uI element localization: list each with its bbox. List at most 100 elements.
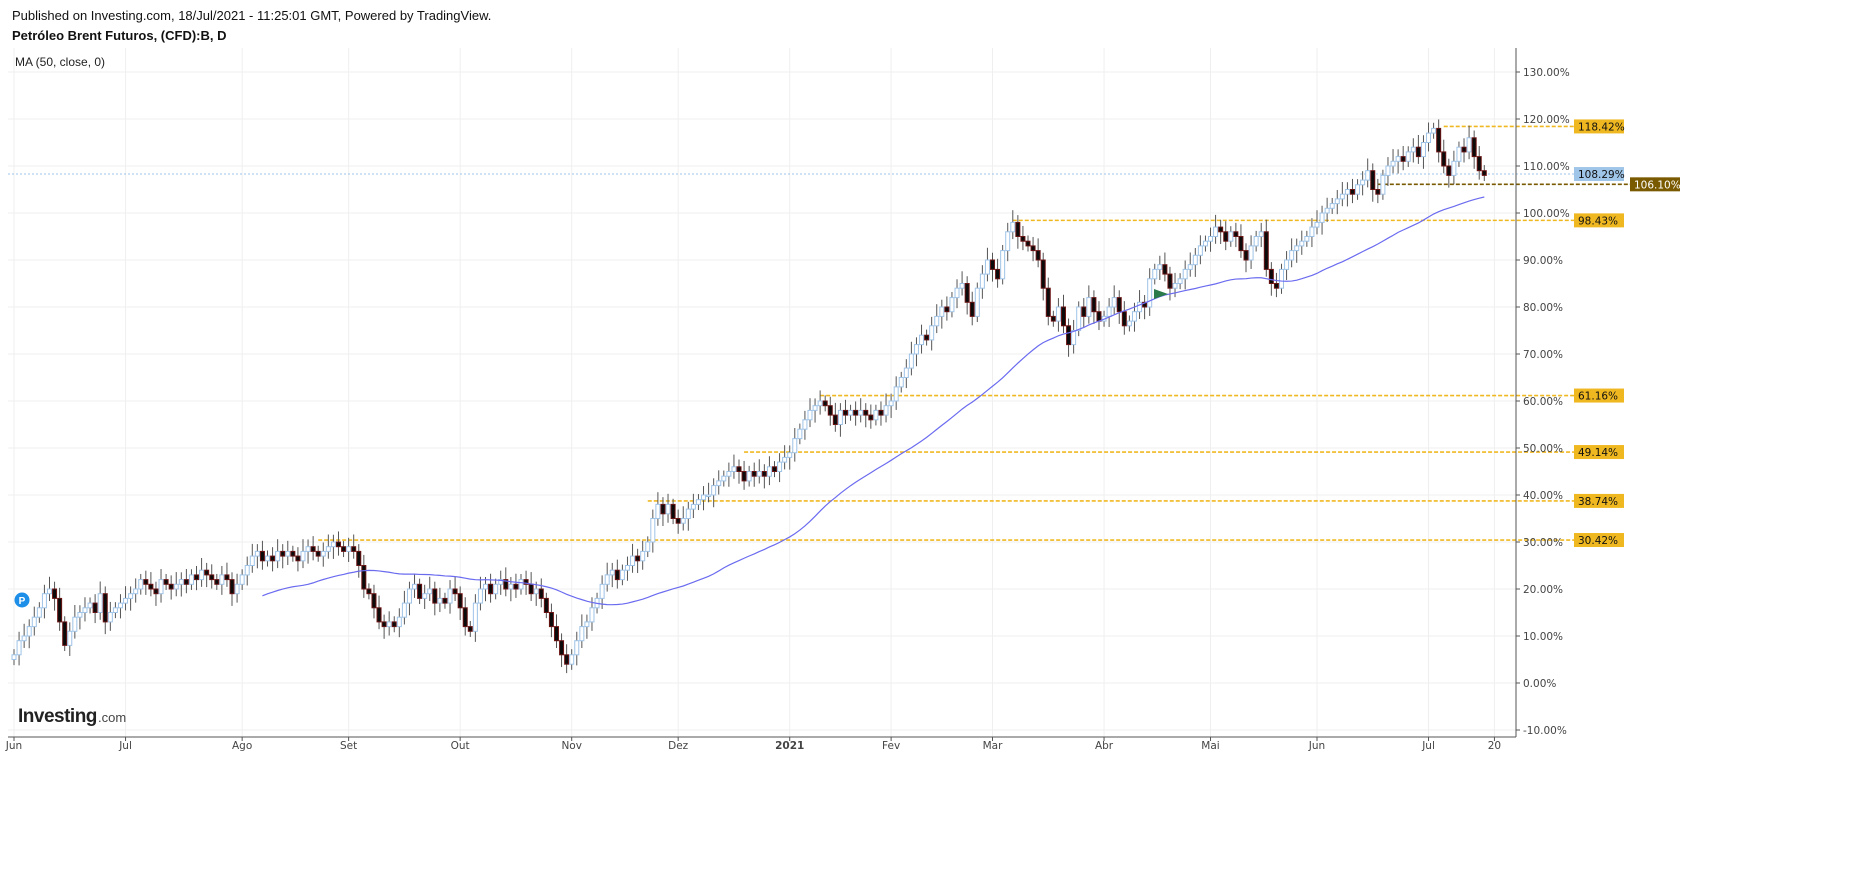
- candle-down: [168, 583, 174, 590]
- candle-up: [782, 456, 788, 463]
- candle-down: [366, 588, 372, 595]
- candle-up: [690, 503, 696, 510]
- candle-up: [711, 485, 717, 496]
- candle-up: [888, 400, 894, 407]
- grid: [8, 48, 1516, 737]
- level-label: 118.42%: [1578, 121, 1625, 133]
- candle-up: [706, 494, 712, 497]
- candle-up: [1055, 306, 1061, 322]
- candle-up: [1213, 226, 1219, 238]
- candle-up: [285, 550, 291, 557]
- candle-up: [275, 550, 281, 562]
- candle-up: [848, 409, 854, 416]
- candle-up: [11, 654, 17, 660]
- candle-up: [254, 550, 260, 557]
- candle-up: [599, 583, 605, 599]
- candle-up: [36, 607, 42, 618]
- level-labels: 118.42% 106.10% 98.43% 61.16% 49.14% 38.74% 30…: [1574, 119, 1681, 548]
- candle-down: [310, 546, 316, 552]
- candle-up: [199, 569, 205, 581]
- candle-up: [624, 565, 630, 571]
- level-label: 30.42%: [1578, 535, 1618, 547]
- candle-up: [239, 574, 245, 585]
- candle-up: [1456, 146, 1462, 162]
- candle-down: [1142, 301, 1148, 308]
- candle-down: [295, 555, 301, 562]
- candle-down: [832, 414, 838, 426]
- published-caption: Published on Investing.com, 18/Jul/2021 …: [12, 8, 492, 23]
- candle-up: [1319, 212, 1325, 223]
- candle-down: [751, 471, 757, 477]
- candle-up: [1192, 254, 1198, 266]
- candle-down: [214, 579, 220, 585]
- candle-up: [427, 588, 433, 595]
- level-label-bg: [1630, 177, 1680, 192]
- candle-up: [619, 569, 625, 581]
- p-badge[interactable]: P: [14, 592, 30, 608]
- y-tick-label: 120.00%: [1523, 114, 1570, 126]
- flag-marker-icon[interactable]: [1154, 289, 1168, 299]
- candle-up: [16, 640, 22, 656]
- candle-up: [701, 494, 707, 501]
- candle-down: [1045, 287, 1051, 317]
- candle-up: [82, 607, 88, 613]
- candle-down: [1020, 236, 1026, 242]
- candle-down: [1015, 221, 1021, 237]
- ma-line: [262, 196, 1485, 606]
- candle-up: [46, 588, 52, 595]
- x-tick-label: Mar: [983, 740, 1003, 752]
- svg-text:.com: .com: [98, 710, 126, 725]
- candle-up: [792, 438, 798, 454]
- candle-up: [777, 461, 783, 473]
- candle-down: [827, 405, 833, 416]
- candle-up: [721, 475, 727, 482]
- candle-down: [1066, 325, 1072, 346]
- candle-up: [883, 405, 889, 416]
- price-axis: 130.00% 120.00% 110.00% 100.00% 90.00% 80.00%…: [1516, 67, 1570, 737]
- candle-up: [498, 579, 504, 585]
- candle-down: [204, 569, 210, 576]
- candle-down: [741, 471, 747, 482]
- candle-up: [1390, 160, 1396, 167]
- candle-down: [878, 409, 884, 416]
- candle-down: [341, 546, 347, 552]
- y-tick-label: -10.00%: [1523, 725, 1567, 737]
- candle-up: [802, 419, 808, 430]
- candle-up: [574, 640, 580, 656]
- candle-up: [244, 565, 250, 576]
- candle-up: [26, 626, 32, 637]
- candle-up: [320, 550, 326, 557]
- candle-up: [138, 579, 144, 590]
- candle-down: [761, 471, 767, 477]
- candle-up: [447, 588, 453, 604]
- candle-down: [675, 518, 681, 524]
- candle-up: [1126, 320, 1132, 327]
- candle-down: [381, 621, 387, 628]
- candle-up: [979, 273, 985, 289]
- chart-title: Petróleo Brent Futuros, (CFD):B, D: [12, 28, 227, 43]
- x-tick-label: Ago: [232, 740, 252, 752]
- x-tick-label: Jul: [118, 740, 132, 752]
- candle-down: [635, 555, 641, 562]
- candle-down: [990, 259, 996, 270]
- candle-up: [873, 409, 879, 421]
- candle-down: [335, 541, 341, 548]
- candle-up: [1177, 278, 1183, 284]
- candle-down: [543, 597, 549, 614]
- time-axis: Jun Jul Ago Set Out Nov Dez 2021 Fev Mar Abr Mai Jun…: [5, 737, 1501, 752]
- candle-down: [290, 550, 296, 557]
- candle-down: [1370, 170, 1376, 190]
- candle-up: [954, 287, 960, 299]
- candle-up: [812, 405, 818, 411]
- candle-up: [959, 283, 965, 289]
- candle-down: [457, 593, 463, 609]
- y-tick-label: 50.00%: [1523, 443, 1563, 455]
- y-tick-label: 10.00%: [1523, 631, 1563, 643]
- x-tick-label: Out: [451, 740, 470, 752]
- candle-up: [412, 583, 418, 590]
- candle-up: [695, 499, 701, 505]
- candle-up: [1324, 207, 1330, 214]
- candle-down: [1218, 226, 1224, 233]
- candle-up: [579, 626, 585, 642]
